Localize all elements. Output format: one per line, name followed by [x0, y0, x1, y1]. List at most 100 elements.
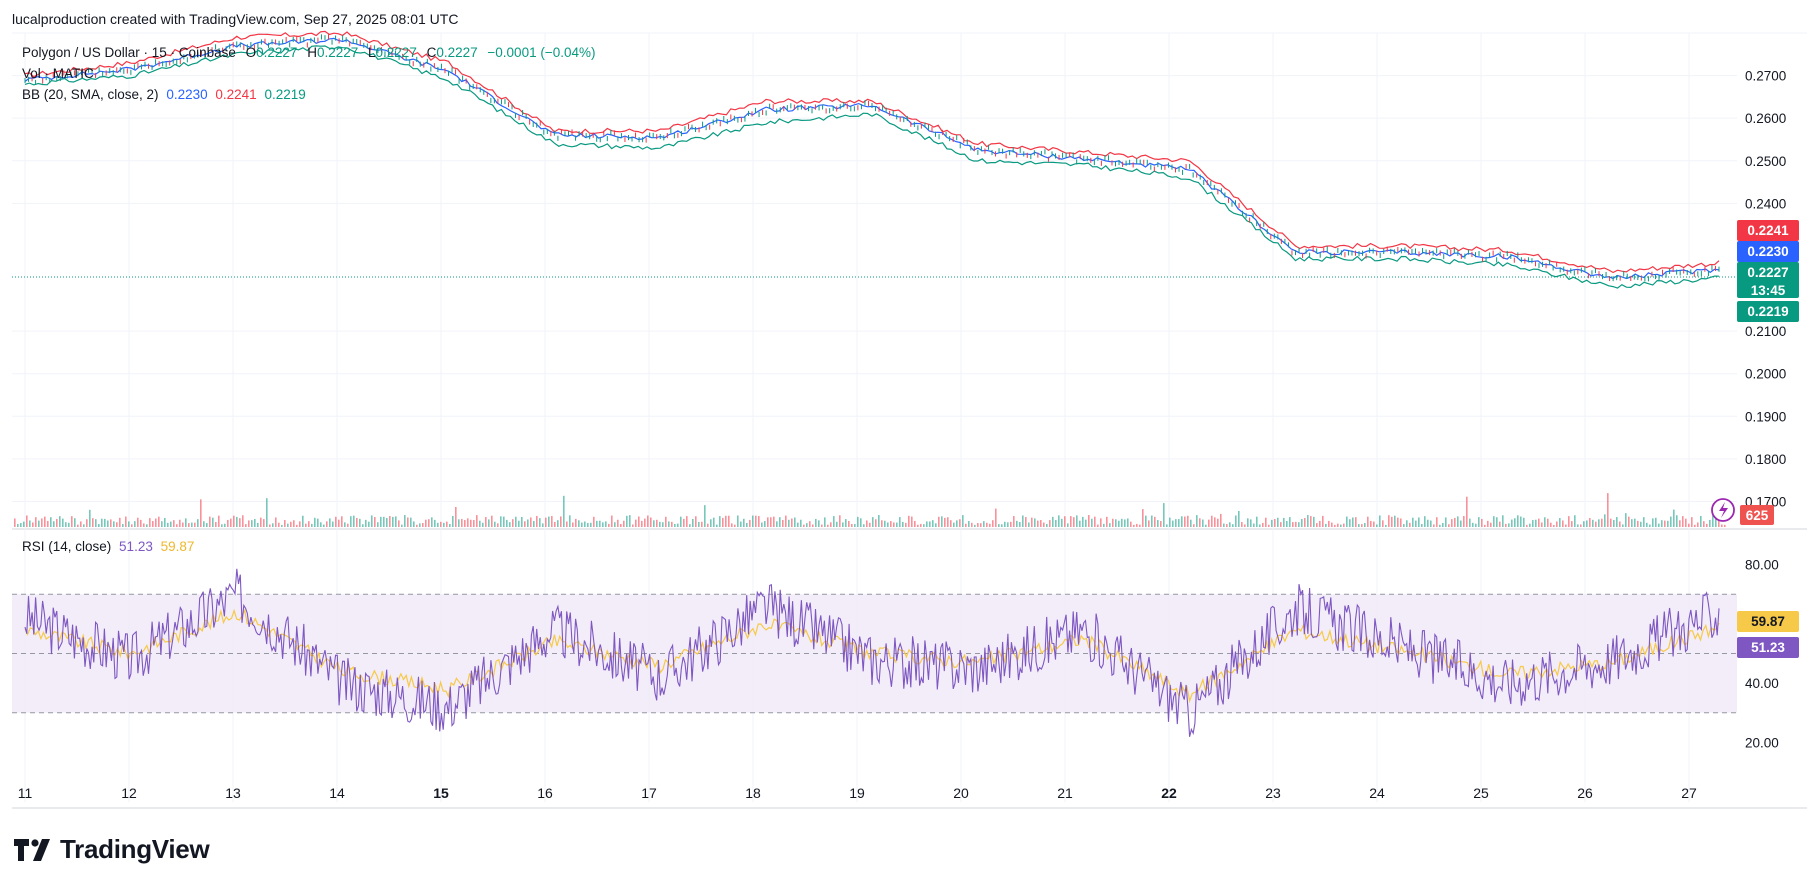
volume-bar	[1073, 517, 1075, 527]
volume-bar	[1208, 519, 1210, 527]
volume-bar	[1325, 523, 1327, 527]
close-value: 0.2227	[436, 45, 478, 60]
volume-bar	[314, 517, 316, 527]
volume-bar	[941, 516, 943, 527]
volume-bar	[1115, 519, 1117, 527]
bb-lower-line	[24, 45, 1720, 289]
change-value: −0.0001 (−0.04%)	[487, 45, 596, 60]
rsi-badge: 51.23	[1737, 637, 1799, 658]
volume-bar	[1457, 516, 1459, 527]
bb-label[interactable]: BB (20, SMA, close, 2)	[22, 87, 159, 102]
volume-bar	[296, 524, 298, 527]
time-label: 16	[537, 785, 553, 801]
volume-bar	[1493, 516, 1495, 527]
time-label: 22	[1161, 785, 1177, 801]
volume-bar	[1526, 524, 1528, 527]
volume-bar	[164, 517, 166, 527]
symbol-legend[interactable]: Polygon / US Dollar · 15 · Coinbase O 0.2…	[22, 45, 596, 60]
symbol-name[interactable]: Polygon / US Dollar · 15 · Coinbase	[22, 45, 236, 60]
volume-bar	[1043, 522, 1045, 527]
volume-bar	[800, 519, 802, 527]
volume-bar	[584, 521, 586, 527]
volume-bar	[422, 523, 424, 527]
volume-bar	[854, 524, 856, 527]
volume-bar	[842, 522, 844, 527]
volume-bar	[1553, 524, 1555, 527]
volume-bar	[761, 522, 763, 527]
volume-bar	[1466, 496, 1468, 527]
volume-label[interactable]: Vol · MATIC	[22, 66, 94, 81]
volume-bar	[1391, 516, 1393, 527]
tradingview-logo[interactable]: TradingView	[14, 834, 210, 865]
volume-bar	[386, 517, 388, 527]
rsi-tick-label: 40.00	[1745, 676, 1779, 691]
volume-bar	[1517, 515, 1519, 527]
volume-bar	[656, 519, 658, 527]
volume-bar	[554, 522, 556, 527]
price-badge-label: 0.2219	[1747, 304, 1788, 319]
time-label: 12	[121, 785, 137, 801]
volume-bar	[620, 523, 622, 527]
volume-bar	[341, 516, 343, 527]
price-badge: 0.2219	[1737, 301, 1799, 322]
volume-bar	[704, 505, 706, 527]
volume-bar	[1397, 517, 1399, 527]
volume-bar	[413, 521, 415, 527]
volume-bar	[560, 516, 562, 527]
lightning-icon[interactable]	[1711, 498, 1735, 522]
volume-bar	[32, 522, 34, 527]
volume-bar	[479, 520, 481, 527]
volume-bar	[245, 524, 247, 527]
volume-bar	[1010, 521, 1012, 527]
volume-bar	[1418, 517, 1420, 527]
volume-bar	[1100, 518, 1102, 527]
volume-bar	[416, 524, 418, 527]
volume-bar	[1571, 521, 1573, 527]
volume-bar	[881, 520, 883, 527]
price-tick-label: 0.1900	[1745, 409, 1786, 424]
volume-bar	[938, 516, 940, 527]
volume-bar	[1211, 515, 1213, 527]
volume-bar	[323, 524, 325, 527]
rsi-ma-line	[24, 608, 1720, 704]
volume-bar	[1004, 521, 1006, 527]
volume-bar	[818, 520, 820, 527]
volume-bar	[356, 517, 358, 527]
volume-bar	[1112, 518, 1114, 527]
bb-legend[interactable]: BB (20, SMA, close, 2) 0.2230 0.2241 0.2…	[22, 87, 306, 102]
volume-legend[interactable]: Vol · MATIC	[22, 66, 94, 81]
rsi-legend[interactable]: RSI (14, close) 51.23 59.87	[22, 539, 194, 554]
open-label: O	[245, 45, 257, 60]
volume-bar	[1214, 517, 1216, 527]
volume-bar	[1127, 518, 1129, 527]
volume-bar	[1079, 520, 1081, 527]
volume-bar	[1619, 521, 1621, 527]
volume-bar	[1034, 518, 1036, 527]
volume-bar	[1700, 515, 1702, 527]
rsi-label[interactable]: RSI (14, close)	[22, 539, 112, 554]
volume-bar	[929, 521, 931, 527]
volume-bar	[1292, 522, 1294, 527]
rsi-ma-value: 59.87	[160, 539, 195, 554]
volume-bar	[1409, 522, 1411, 527]
volume-bar	[14, 518, 16, 527]
price-badge-bg	[1737, 241, 1799, 262]
volume-bar	[689, 524, 691, 527]
volume-bar	[980, 523, 982, 527]
volume-bar	[383, 516, 385, 527]
volume-bar	[1007, 522, 1009, 527]
volume-bar	[200, 499, 202, 527]
volume-bar	[1565, 524, 1567, 527]
price-badge-bg	[1737, 280, 1799, 298]
volume-bar	[434, 519, 436, 527]
volume-bar	[1172, 520, 1174, 527]
volume-bar	[350, 516, 352, 527]
time-label: 23	[1265, 785, 1281, 801]
volume-bar	[1628, 516, 1630, 527]
volume-bar	[1322, 515, 1324, 527]
volume-bar	[566, 521, 568, 527]
volume-bar	[1178, 519, 1180, 527]
volume-bar	[1427, 519, 1429, 527]
time-label: 27	[1681, 785, 1697, 801]
